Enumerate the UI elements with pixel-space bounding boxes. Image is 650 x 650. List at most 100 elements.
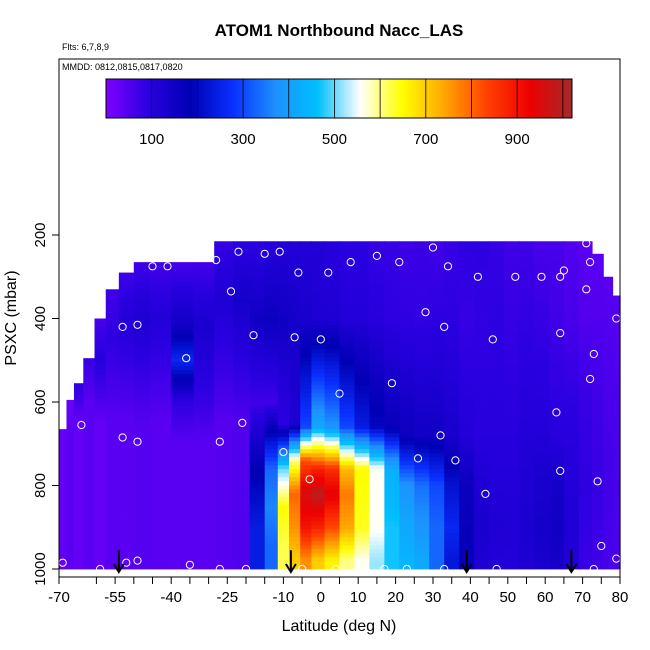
heatmap-cell: [459, 241, 475, 246]
heatmap-cell: [105, 517, 120, 522]
heatmap-cell: [414, 349, 430, 354]
heatmap-cell: [612, 479, 621, 484]
heatmap-cell: [591, 461, 604, 467]
colorbar-cell: [494, 79, 497, 118]
heatmap-cell: [311, 413, 326, 418]
heatmap-cell: [504, 501, 520, 506]
heatmap-cell: [474, 417, 490, 422]
heatmap-cell: [171, 522, 195, 527]
colorbar-cell: [504, 79, 507, 118]
heatmap-cell: [83, 470, 96, 475]
heatmap-cell: [277, 369, 290, 374]
heatmap-cell: [399, 537, 415, 542]
heatmap-cell: [399, 533, 415, 538]
heatmap-cell: [504, 461, 520, 466]
heatmap-cell: [399, 521, 415, 526]
heatmap-cell: [591, 365, 604, 371]
heatmap-cell: [311, 565, 326, 570]
heatmap-cell: [171, 506, 195, 511]
heatmap-cell: [118, 340, 135, 345]
heatmap-cell: [444, 333, 460, 338]
heatmap-cell: [459, 517, 475, 522]
heatmap-cell: [533, 393, 550, 398]
heatmap-cell: [133, 454, 152, 459]
heatmap-cell: [232, 553, 251, 558]
heatmap-cell: [548, 325, 565, 330]
heatmap-cell: [133, 422, 152, 427]
heatmap-cell: [489, 269, 505, 274]
heatmap-cell: [171, 438, 195, 443]
heatmap-cell: [474, 261, 490, 266]
heatmap-cell: [384, 293, 400, 298]
heatmap-cell: [150, 386, 172, 391]
heatmap-cell: [264, 353, 279, 358]
profile-marker: [133, 437, 142, 446]
heatmap-cell: [414, 353, 430, 358]
heatmap-cell: [429, 513, 445, 518]
heatmap-cell: [150, 458, 172, 463]
heatmap-cell: [384, 513, 400, 518]
heatmap-cell: [548, 501, 565, 506]
heatmap-cell: [73, 407, 84, 412]
heatmap-cell: [193, 442, 215, 447]
heatmap-cell: [612, 427, 621, 432]
heatmap-cell: [354, 441, 371, 446]
colorbar-cell: [338, 79, 341, 118]
colorbar-cell: [188, 79, 191, 118]
heatmap-cell: [533, 537, 550, 542]
heatmap-cell: [300, 317, 313, 322]
heatmap-cell: [150, 538, 172, 543]
heatmap-cell: [311, 381, 326, 386]
heatmap-cell: [533, 441, 550, 446]
heatmap-cell: [548, 421, 565, 426]
heatmap-cell: [105, 489, 120, 494]
heatmap-cell: [519, 561, 535, 566]
heatmap-cell: [474, 305, 490, 310]
heatmap-cell: [324, 309, 341, 314]
heatmap-cell: [548, 353, 565, 358]
heatmap-cell: [264, 445, 279, 450]
heatmap-cell: [214, 281, 234, 286]
heatmap-cell: [603, 308, 614, 314]
heatmap-cell: [193, 418, 215, 423]
heatmap-cell: [603, 544, 614, 550]
heatmap-cell: [324, 441, 341, 446]
heatmap-cell: [150, 426, 172, 431]
heatmap-cell: [548, 465, 565, 470]
heatmap-cell: [563, 301, 580, 306]
heatmap-cell: [232, 341, 251, 346]
heatmap-cell: [459, 421, 475, 426]
heatmap-cell: [563, 405, 580, 410]
heatmap-cell: [354, 377, 371, 382]
heatmap-cell: [193, 362, 215, 367]
heatmap-cell: [369, 409, 385, 414]
heatmap-cell: [519, 389, 535, 394]
heatmap-cell: [548, 453, 565, 458]
heatmap-cell: [369, 357, 385, 362]
heatmap-cell: [339, 345, 356, 350]
heatmap-cell: [214, 325, 234, 330]
heatmap-cell: [339, 497, 356, 502]
heatmap-cell: [414, 409, 430, 414]
colorbar-cell: [474, 79, 477, 118]
heatmap-cell: [264, 357, 279, 362]
colorbar-cell: [336, 79, 339, 118]
heatmap-cell: [519, 261, 535, 266]
heatmap-cell: [66, 499, 75, 505]
heatmap-cell: [414, 277, 430, 282]
heatmap-cell: [94, 410, 107, 415]
heatmap-cell: [264, 345, 279, 350]
heatmap-cell: [83, 518, 96, 523]
heatmap-cell: [339, 373, 356, 378]
colorbar-cell: [486, 79, 489, 118]
heatmap-cell: [474, 445, 490, 450]
heatmap-cell: [133, 510, 152, 515]
heatmap-cell: [612, 415, 621, 420]
heatmap-cell: [171, 466, 195, 471]
heatmap-cell: [369, 489, 385, 494]
heatmap-cell: [354, 369, 371, 374]
heatmap-cell: [324, 437, 341, 442]
heatmap-cell: [369, 261, 385, 266]
heatmap-cell: [118, 312, 135, 317]
heatmap-cell: [459, 309, 475, 314]
